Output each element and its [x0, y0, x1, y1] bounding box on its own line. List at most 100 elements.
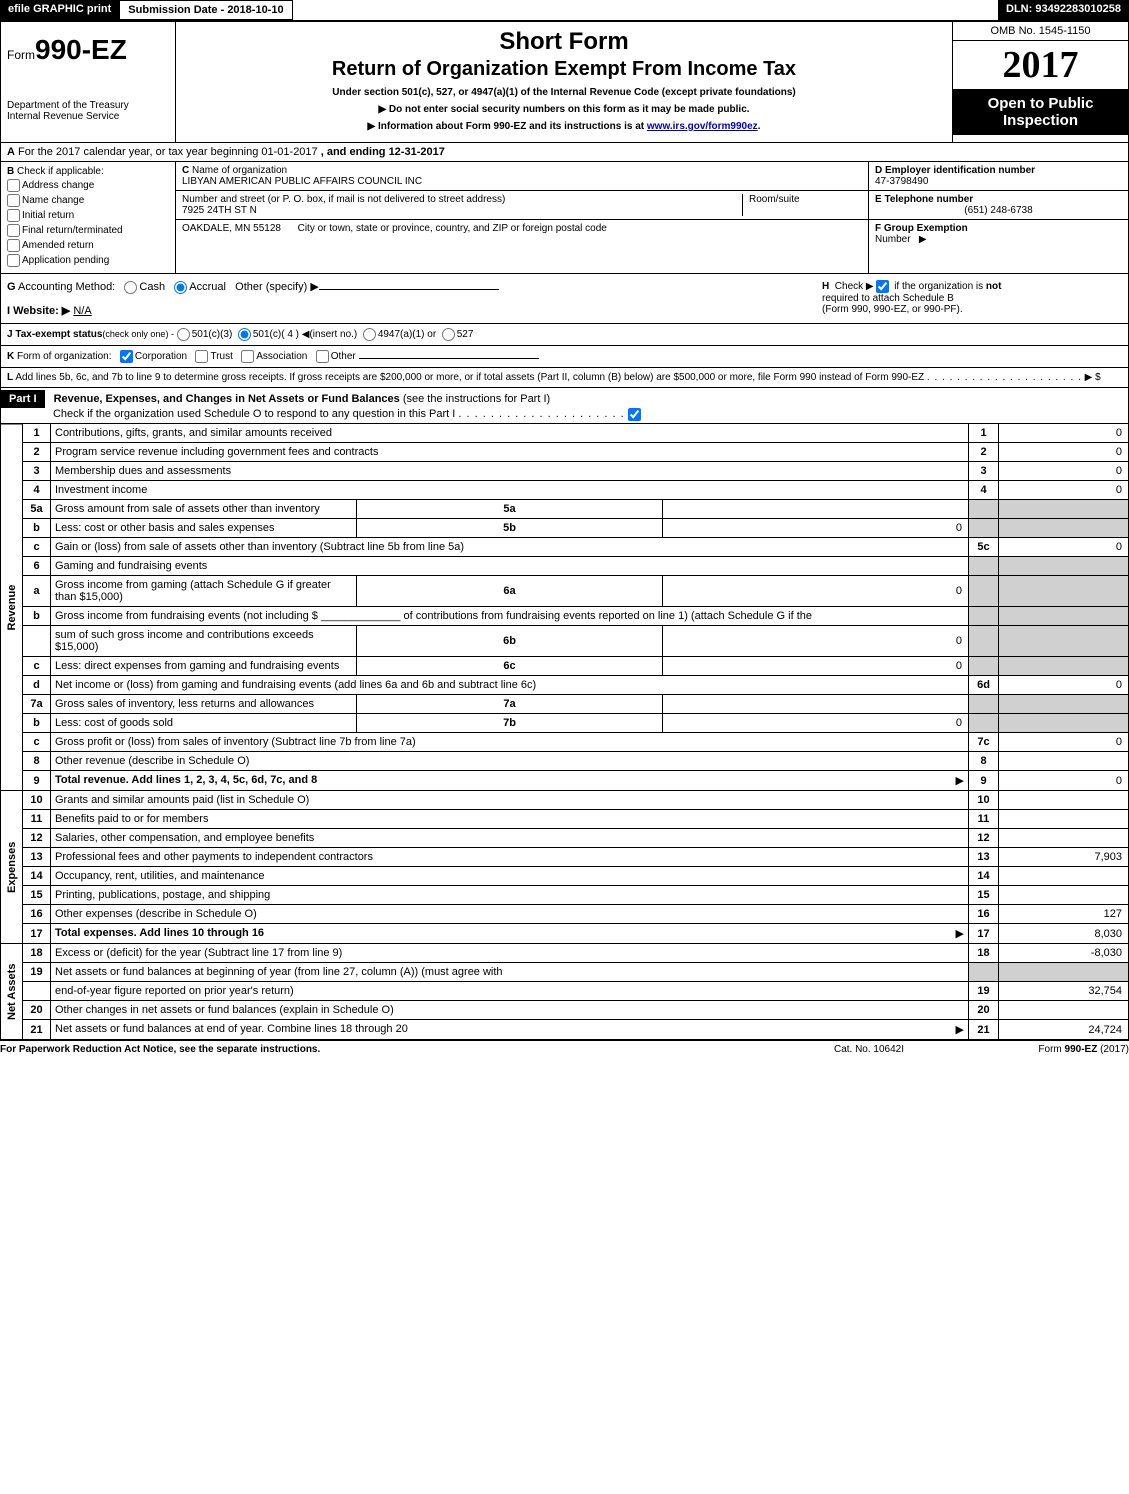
line-no: 12 [969, 829, 999, 848]
j-501c4-radio[interactable] [238, 328, 251, 341]
line-amount: -8,030 [999, 944, 1129, 963]
final-return-checkbox[interactable] [7, 224, 20, 237]
label-l: L [7, 372, 13, 383]
line-num: 8 [23, 752, 51, 771]
line-desc: Less: cost of goods sold [51, 714, 357, 733]
line-num: b [23, 519, 51, 538]
k-trust-checkbox[interactable] [195, 350, 208, 363]
j-4947-radio[interactable] [363, 328, 376, 341]
k-other-checkbox[interactable] [316, 350, 329, 363]
line-num: 14 [23, 867, 51, 886]
city-label: City or town, state or province, country… [298, 223, 607, 234]
line-desc: Membership dues and assessments [51, 462, 969, 481]
table-row: 3Membership dues and assessments30 [1, 462, 1129, 481]
info-link[interactable]: www.irs.gov/form990ez [647, 121, 758, 132]
table-row: 21Net assets or fund balances at end of … [1, 1020, 1129, 1040]
line-num: 12 [23, 829, 51, 848]
name-change-checkbox[interactable] [7, 194, 20, 207]
sub-line-value [663, 695, 969, 714]
line-desc: Other changes in net assets or fund bala… [51, 1001, 969, 1020]
initial-return-label: Initial return [22, 210, 74, 221]
line-num: c [23, 733, 51, 752]
label-e: E Telephone number [875, 194, 973, 205]
omb-number: OMB No. 1545-1150 [953, 22, 1128, 41]
j-501c3-radio[interactable] [177, 328, 190, 341]
line-amount [999, 791, 1129, 810]
line-no: 8 [969, 752, 999, 771]
j-527-radio[interactable] [442, 328, 455, 341]
part1-schedule-o-checkbox[interactable] [628, 408, 641, 421]
amt-shade [999, 963, 1129, 982]
line-amount: 0 [999, 733, 1129, 752]
row-j: J Tax-exempt status(check only one) - 50… [0, 324, 1129, 346]
table-row: aGross income from gaming (attach Schedu… [1, 576, 1129, 607]
sub-line-num: 7a [357, 695, 663, 714]
table-row: cGain or (loss) from sale of assets othe… [1, 538, 1129, 557]
initial-return-checkbox[interactable] [7, 209, 20, 222]
label-b: B [7, 166, 14, 177]
table-row: cGross profit or (loss) from sales of in… [1, 733, 1129, 752]
amended-return-label: Amended return [22, 240, 94, 251]
k-assoc-checkbox[interactable] [241, 350, 254, 363]
part1-table: Revenue1Contributions, gifts, grants, an… [0, 424, 1129, 1041]
line-amount [999, 810, 1129, 829]
line-desc: Excess or (deficit) for the year (Subtra… [51, 944, 969, 963]
dept-treasury: Department of the Treasury [7, 100, 169, 111]
other-method-label: Other (specify) ▶ [235, 281, 319, 293]
city-value: OAKDALE, MN 55128 [182, 223, 281, 234]
cash-label: Cash [139, 281, 165, 293]
line-desc: Other revenue (describe in Schedule O) [51, 752, 969, 771]
line-desc: Net assets or fund balances at end of ye… [51, 1020, 969, 1040]
line-desc: Gross profit or (loss) from sales of inv… [51, 733, 969, 752]
line-amount: 32,754 [999, 982, 1129, 1001]
line-num: 15 [23, 886, 51, 905]
cash-radio[interactable] [124, 281, 137, 294]
line-num [23, 982, 51, 1001]
amended-return-checkbox[interactable] [7, 239, 20, 252]
line-desc: Contributions, gifts, grants, and simila… [51, 424, 969, 443]
line-no: 7c [969, 733, 999, 752]
line-desc: Printing, publications, postage, and shi… [51, 886, 969, 905]
footer-cat-no: Cat. No. 10642I [769, 1044, 969, 1055]
line-no: 4 [969, 481, 999, 500]
line-no-shade [969, 557, 999, 576]
address-change-checkbox[interactable] [7, 179, 20, 192]
phone-value: (651) 248-6738 [875, 205, 1122, 216]
other-method-input[interactable] [319, 289, 499, 290]
amt-shade [999, 695, 1129, 714]
final-return-label: Final return/terminated [22, 225, 123, 236]
row-a: A For the 2017 calendar year, or tax yea… [0, 143, 1129, 162]
line-amount: 0 [999, 771, 1129, 791]
line-desc: Benefits paid to or for members [51, 810, 969, 829]
line-amount: 7,903 [999, 848, 1129, 867]
label-f: F Group Exemption [875, 223, 968, 234]
line-no: 16 [969, 905, 999, 924]
label-c: C [182, 165, 189, 176]
accrual-radio[interactable] [174, 281, 187, 294]
h-checkbox[interactable] [876, 280, 889, 293]
label-i: I Website: ▶ [7, 305, 70, 317]
line-amount [999, 752, 1129, 771]
info-line: ▶ Information about Form 990-EZ and its … [182, 121, 946, 132]
footer-form-year: (2017) [1097, 1044, 1129, 1055]
amt-shade [999, 607, 1129, 626]
line-num: 7a [23, 695, 51, 714]
table-row: 7aGross sales of inventory, less returns… [1, 695, 1129, 714]
line-no: 9 [969, 771, 999, 791]
line-desc: Gaming and fundraising events [51, 557, 969, 576]
k-other-input[interactable] [359, 358, 539, 359]
open-to-public: Open to Public Inspection [953, 89, 1128, 135]
application-pending-checkbox[interactable] [7, 254, 20, 267]
amt-shade [999, 500, 1129, 519]
amt-shade [999, 626, 1129, 657]
short-form-title: Short Form [182, 28, 946, 56]
line-num: 10 [23, 791, 51, 810]
row-k: K Form of organization: Corporation Trus… [0, 346, 1129, 368]
line-num: 2 [23, 443, 51, 462]
ein-value: 47-3798490 [875, 176, 928, 187]
h-text2: if the organization is [894, 281, 983, 292]
k-other-label: Other [331, 351, 356, 362]
amt-shade [999, 557, 1129, 576]
line-amount: 0 [999, 481, 1129, 500]
k-corp-checkbox[interactable] [120, 350, 133, 363]
